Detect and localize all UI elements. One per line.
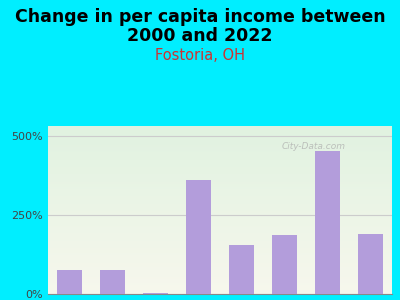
- Text: 2000 and 2022: 2000 and 2022: [127, 27, 273, 45]
- Text: City-Data.com: City-Data.com: [282, 142, 346, 151]
- Bar: [142, 293, 168, 294]
- Bar: [229, 245, 254, 294]
- Text: Fostoria, OH: Fostoria, OH: [155, 48, 245, 63]
- Bar: [186, 180, 212, 294]
- Bar: [100, 270, 126, 294]
- Text: Change in per capita income between: Change in per capita income between: [15, 8, 385, 26]
- Bar: [272, 236, 297, 294]
- Bar: [358, 234, 383, 294]
- Bar: [315, 152, 340, 294]
- Bar: [57, 270, 82, 294]
